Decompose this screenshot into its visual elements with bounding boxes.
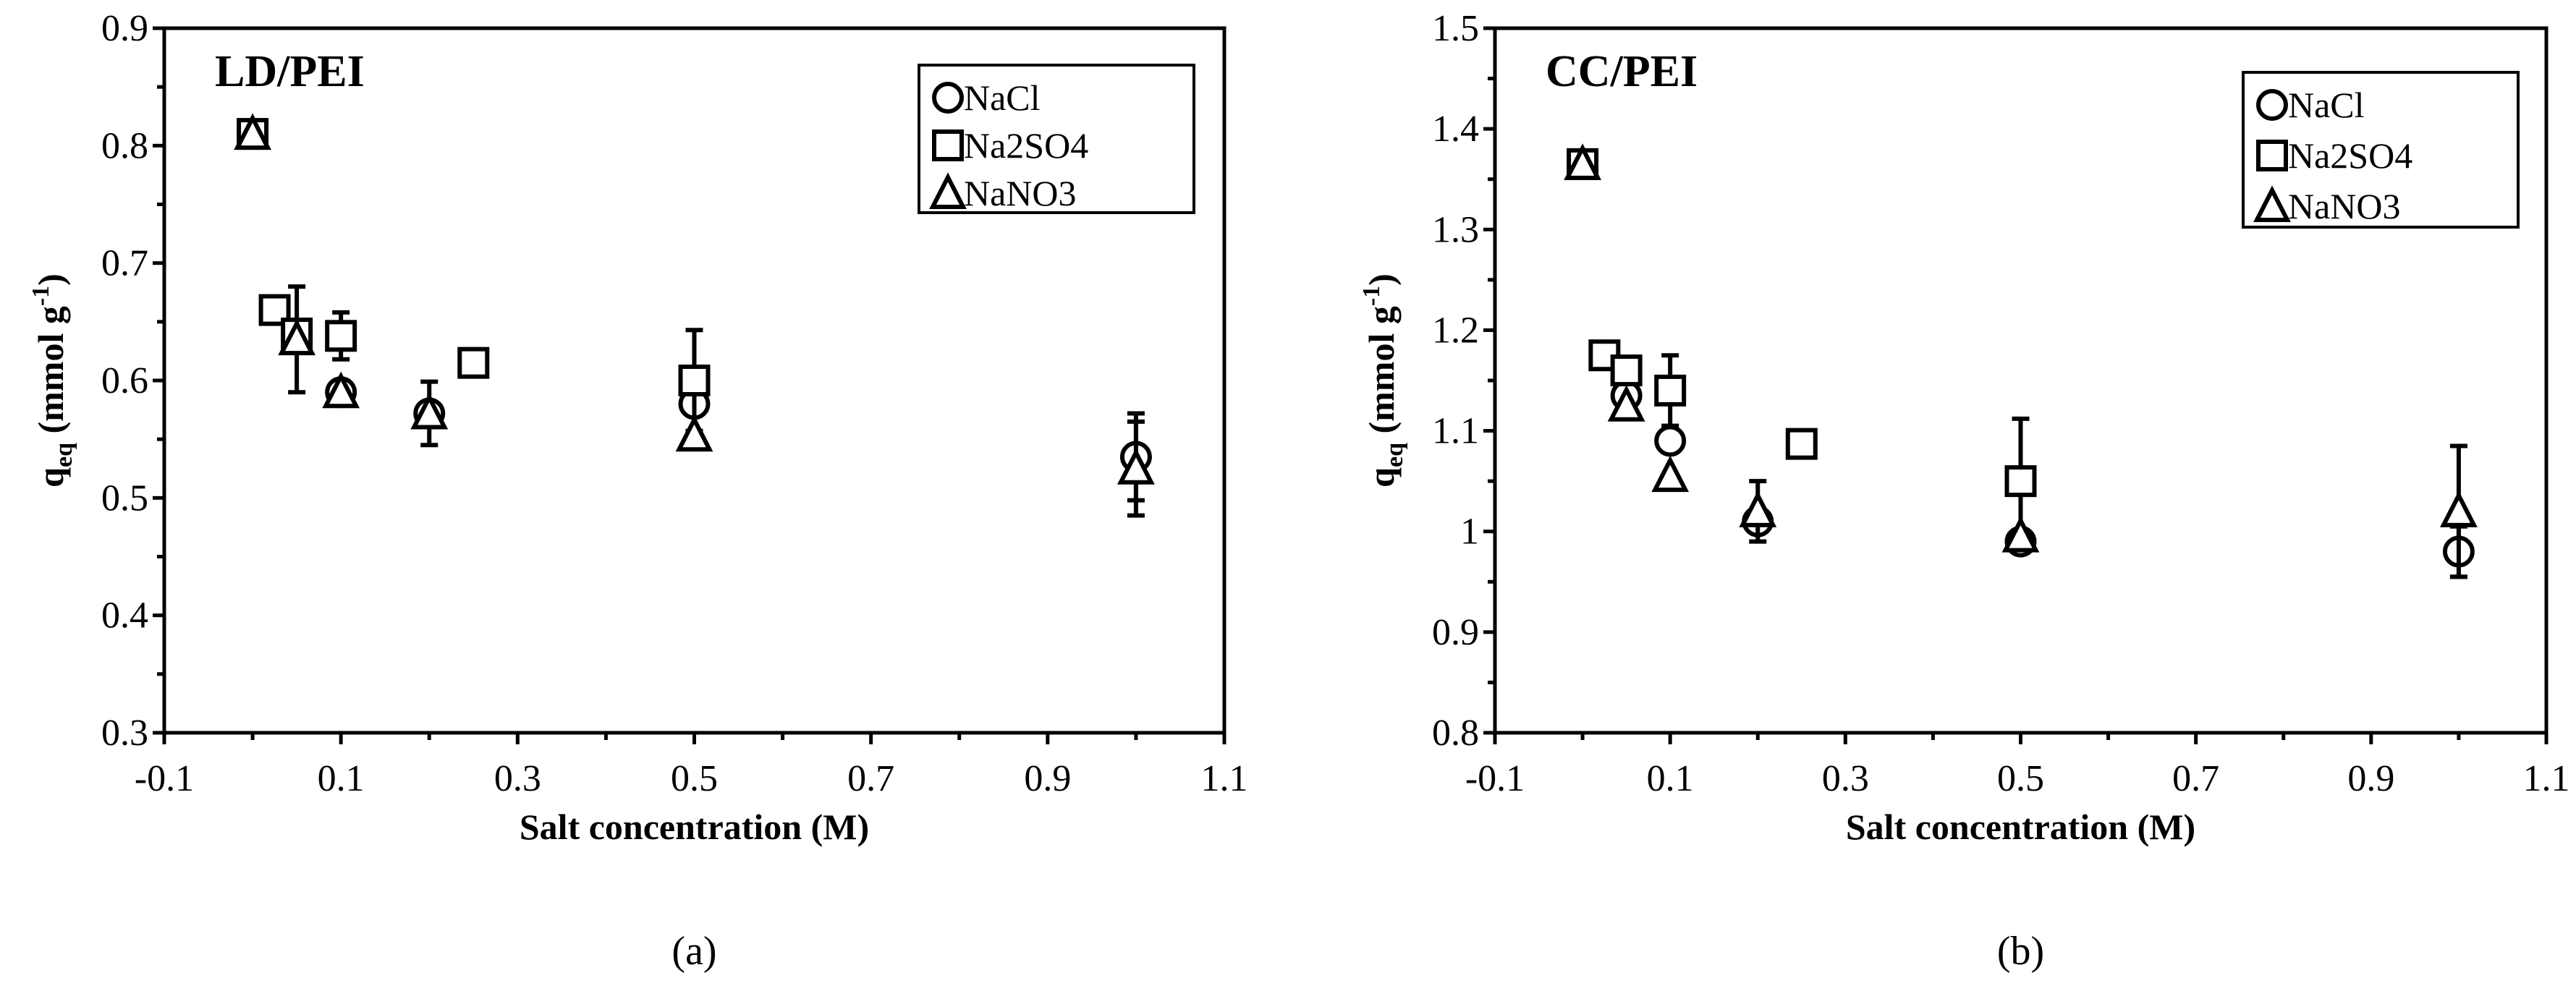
data-point-square bbox=[2004, 465, 2037, 498]
x-tick-label: 1.1 bbox=[1201, 758, 1248, 799]
legend-marker-triangle bbox=[929, 172, 967, 209]
legend-label: NaCl bbox=[964, 77, 1041, 118]
y-axis-label-ylabel-sub: eq bbox=[51, 443, 77, 467]
legend-marker-triangle bbox=[2253, 185, 2291, 222]
y-axis-label-ylabel: q bbox=[30, 467, 71, 488]
legend: NaCl Na2SO4 NaNO3 bbox=[2242, 71, 2520, 229]
legend-marker-circle bbox=[932, 82, 964, 114]
legend-label: Na2SO4 bbox=[2288, 135, 2412, 176]
x-tick-label: 0.3 bbox=[1822, 758, 1869, 799]
x-tick-label: 1.1 bbox=[2523, 758, 2570, 799]
y-axis-label-ylabel-sub: eq bbox=[1381, 443, 1408, 467]
y-tick-label: 0.4 bbox=[101, 595, 148, 637]
y-axis-label-ylabel-sup: -1 bbox=[27, 286, 54, 306]
legend-label: NaCl bbox=[2288, 85, 2365, 125]
y-tick-label: 1.3 bbox=[1432, 209, 1479, 250]
y-axis-label-ylabel: q bbox=[1361, 467, 1402, 488]
y-axis-label: qeq (mmol g-1) bbox=[1358, 273, 1408, 488]
y-tick-label: 0.6 bbox=[101, 360, 148, 401]
y-axis-label: qeq (mmol g-1) bbox=[27, 273, 77, 488]
legend: NaCl Na2SO4 NaNO3 bbox=[918, 64, 1195, 214]
x-tick-label: 0.9 bbox=[2347, 758, 2394, 799]
data-point-square bbox=[325, 320, 357, 352]
legend-box bbox=[2242, 71, 2520, 229]
data-point-triangle bbox=[322, 371, 360, 409]
legend-marker-square bbox=[2256, 140, 2288, 171]
x-tick-label: 0.1 bbox=[1647, 758, 1694, 799]
y-tick-label: 1.2 bbox=[1432, 310, 1479, 351]
y-axis-label-ylabel-close: ) bbox=[30, 273, 71, 286]
data-point-square bbox=[678, 365, 711, 396]
x-axis-label: Salt concentration (M) bbox=[1846, 807, 2195, 847]
x-tick-label: 0.9 bbox=[1024, 758, 1071, 799]
series-nano3 bbox=[234, 113, 1155, 518]
x-tick-label: -0.1 bbox=[135, 758, 194, 799]
panel-title: LD/PEI bbox=[215, 47, 365, 96]
data-point-square bbox=[1785, 428, 1818, 460]
legend-marker-circle bbox=[2256, 89, 2288, 121]
data-point-triangle bbox=[1117, 448, 1155, 485]
legend-marker-square bbox=[932, 129, 964, 161]
data-point-triangle bbox=[410, 392, 449, 430]
x-tick-label: 0.1 bbox=[318, 758, 365, 799]
series-nano3 bbox=[1564, 143, 2478, 579]
data-point-square bbox=[1654, 374, 1687, 407]
legend-label: Na2SO4 bbox=[964, 125, 1088, 166]
panel-title: CC/PEI bbox=[1546, 47, 1698, 96]
data-point-triangle bbox=[278, 318, 316, 356]
y-tick-label: 0.9 bbox=[101, 8, 148, 49]
x-tick-label: 0.7 bbox=[2172, 758, 2219, 799]
legend-label: NaNO3 bbox=[964, 173, 1077, 213]
data-point-square bbox=[258, 294, 291, 326]
y-axis-label-ylabel-unit: (mmol g bbox=[30, 306, 71, 443]
y-tick-label: 0.7 bbox=[101, 243, 148, 284]
data-point-square bbox=[1610, 354, 1643, 387]
data-point-triangle bbox=[1607, 385, 1645, 422]
y-axis-label-ylabel-sup: -1 bbox=[1358, 286, 1385, 306]
y-tick-label: 1.5 bbox=[1432, 8, 1479, 49]
data-point-triangle bbox=[1739, 490, 1777, 527]
x-tick-label: 0.5 bbox=[671, 758, 718, 799]
chart-panel-b: 0.8 0.9 1 1.1 1.2 1.3 1.4 1.5 -0.1 0.1 0.3 0.5 0.7 0.… bbox=[1358, 8, 2570, 974]
legend-box bbox=[918, 64, 1195, 214]
data-point-triangle bbox=[1564, 143, 1601, 180]
legend-label: NaNO3 bbox=[2288, 186, 2401, 226]
data-point-square bbox=[457, 346, 490, 379]
x-tick-label: 0.5 bbox=[1997, 758, 2044, 799]
y-tick-label: 0.5 bbox=[101, 477, 148, 519]
data-point-triangle bbox=[675, 414, 713, 452]
y-tick-label: 1 bbox=[1460, 511, 1479, 553]
y-tick-label: 0.8 bbox=[1432, 713, 1479, 754]
data-point-triangle bbox=[2001, 516, 2040, 553]
y-tick-label: 0.3 bbox=[101, 713, 148, 754]
y-tick-label: 1.4 bbox=[1432, 109, 1479, 150]
series-na2so4 bbox=[1567, 148, 2037, 546]
x-axis-label: Salt concentration (M) bbox=[520, 807, 869, 847]
data-point-triangle bbox=[1651, 455, 1690, 493]
panel-label: (b) bbox=[1997, 929, 2044, 974]
x-tick-label: 0.7 bbox=[847, 758, 894, 799]
chart-panel-a: 0.3 0.4 0.5 0.6 0.7 0.8 0.9 -0.1 0.1 0.3 0.5 0.7 0.9… bbox=[27, 8, 1248, 974]
panel-label: (a) bbox=[671, 929, 716, 974]
data-point-circle bbox=[1654, 425, 1687, 457]
y-axis-label-ylabel-close: ) bbox=[1361, 273, 1402, 286]
y-tick-label: 0.9 bbox=[1432, 612, 1479, 653]
x-tick-label: 0.3 bbox=[494, 758, 541, 799]
data-point-triangle bbox=[2440, 490, 2478, 527]
y-axis-label-ylabel-unit: (mmol g bbox=[1361, 306, 1402, 443]
series-na2so4 bbox=[237, 118, 711, 433]
data-point-triangle bbox=[234, 113, 271, 150]
x-tick-label: -0.1 bbox=[1465, 758, 1525, 799]
y-tick-label: 0.8 bbox=[101, 125, 148, 166]
y-tick-label: 1.1 bbox=[1432, 411, 1479, 452]
